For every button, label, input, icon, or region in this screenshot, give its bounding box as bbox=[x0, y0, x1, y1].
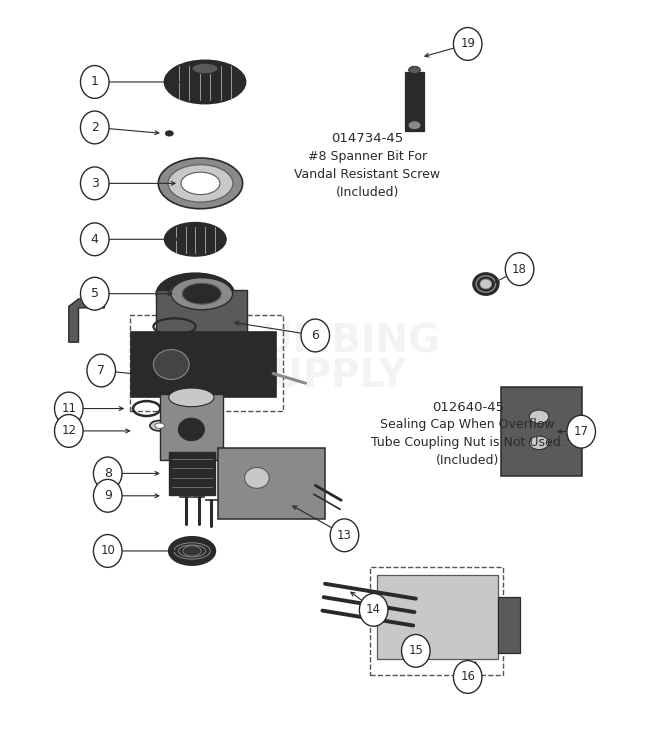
Text: 8: 8 bbox=[104, 467, 112, 480]
Ellipse shape bbox=[182, 283, 221, 304]
Text: 15: 15 bbox=[408, 645, 423, 657]
Text: 5: 5 bbox=[91, 287, 99, 300]
FancyBboxPatch shape bbox=[218, 448, 325, 519]
Ellipse shape bbox=[480, 279, 491, 289]
Ellipse shape bbox=[153, 350, 189, 379]
Ellipse shape bbox=[473, 273, 499, 295]
Ellipse shape bbox=[409, 66, 421, 74]
Text: 7: 7 bbox=[98, 364, 105, 377]
FancyBboxPatch shape bbox=[406, 72, 424, 131]
Text: 18: 18 bbox=[512, 263, 527, 276]
Ellipse shape bbox=[166, 131, 173, 136]
Text: 1: 1 bbox=[91, 75, 99, 88]
Circle shape bbox=[87, 354, 116, 387]
Ellipse shape bbox=[408, 121, 421, 130]
Text: 10: 10 bbox=[100, 545, 115, 557]
Ellipse shape bbox=[169, 537, 215, 565]
Text: 3: 3 bbox=[91, 177, 99, 190]
Circle shape bbox=[55, 392, 83, 425]
Text: #8 Spanner Bit For: #8 Spanner Bit For bbox=[307, 150, 426, 163]
Circle shape bbox=[301, 319, 330, 352]
Ellipse shape bbox=[157, 273, 234, 314]
Circle shape bbox=[81, 223, 109, 255]
Text: 17: 17 bbox=[574, 425, 589, 438]
Ellipse shape bbox=[171, 278, 233, 310]
Ellipse shape bbox=[183, 546, 201, 557]
Text: Vandal Resistant Screw: Vandal Resistant Screw bbox=[294, 168, 440, 181]
Text: 4: 4 bbox=[91, 233, 99, 246]
FancyBboxPatch shape bbox=[169, 452, 214, 495]
Text: Sealing Cap When Overflow: Sealing Cap When Overflow bbox=[380, 418, 555, 432]
Ellipse shape bbox=[150, 421, 170, 431]
Circle shape bbox=[454, 660, 482, 693]
Ellipse shape bbox=[164, 223, 226, 256]
FancyBboxPatch shape bbox=[161, 394, 222, 460]
Ellipse shape bbox=[164, 61, 246, 104]
Circle shape bbox=[94, 480, 122, 512]
Text: Tube Coupling Nut is Not Used.: Tube Coupling Nut is Not Used. bbox=[370, 436, 565, 450]
Text: 19: 19 bbox=[460, 37, 475, 51]
Circle shape bbox=[94, 457, 122, 490]
Circle shape bbox=[94, 535, 122, 568]
Polygon shape bbox=[497, 597, 519, 653]
Text: 12: 12 bbox=[61, 424, 76, 438]
Ellipse shape bbox=[529, 436, 549, 450]
Text: 16: 16 bbox=[460, 671, 475, 684]
Circle shape bbox=[454, 28, 482, 61]
Text: (Included): (Included) bbox=[335, 186, 399, 199]
Ellipse shape bbox=[169, 388, 214, 406]
Text: 6: 6 bbox=[311, 329, 319, 342]
Text: 9: 9 bbox=[104, 489, 112, 502]
Text: (Included): (Included) bbox=[436, 454, 499, 467]
FancyBboxPatch shape bbox=[131, 332, 276, 397]
FancyBboxPatch shape bbox=[501, 387, 582, 477]
Ellipse shape bbox=[155, 423, 164, 428]
Ellipse shape bbox=[168, 165, 233, 202]
Circle shape bbox=[330, 519, 359, 552]
Circle shape bbox=[402, 634, 430, 667]
Ellipse shape bbox=[178, 418, 204, 441]
Circle shape bbox=[505, 252, 534, 285]
Text: 014734-45: 014734-45 bbox=[331, 132, 403, 145]
Circle shape bbox=[81, 167, 109, 199]
Text: 012640-45: 012640-45 bbox=[432, 400, 504, 414]
Circle shape bbox=[567, 415, 595, 448]
Ellipse shape bbox=[170, 281, 220, 307]
Circle shape bbox=[359, 593, 388, 626]
Text: 13: 13 bbox=[337, 529, 352, 542]
Polygon shape bbox=[377, 574, 497, 659]
Text: 11: 11 bbox=[61, 402, 76, 415]
Text: PLUMBING
SUPPLY: PLUMBING SUPPLY bbox=[209, 322, 441, 395]
Polygon shape bbox=[69, 299, 105, 342]
Circle shape bbox=[81, 66, 109, 99]
Circle shape bbox=[81, 277, 109, 310]
Text: 14: 14 bbox=[366, 604, 381, 616]
Ellipse shape bbox=[244, 468, 269, 489]
Text: 2: 2 bbox=[91, 121, 99, 134]
Circle shape bbox=[55, 415, 83, 447]
Circle shape bbox=[81, 111, 109, 144]
Ellipse shape bbox=[181, 173, 220, 194]
Ellipse shape bbox=[159, 158, 242, 208]
Ellipse shape bbox=[529, 410, 549, 424]
FancyBboxPatch shape bbox=[157, 290, 247, 353]
Ellipse shape bbox=[192, 63, 218, 74]
